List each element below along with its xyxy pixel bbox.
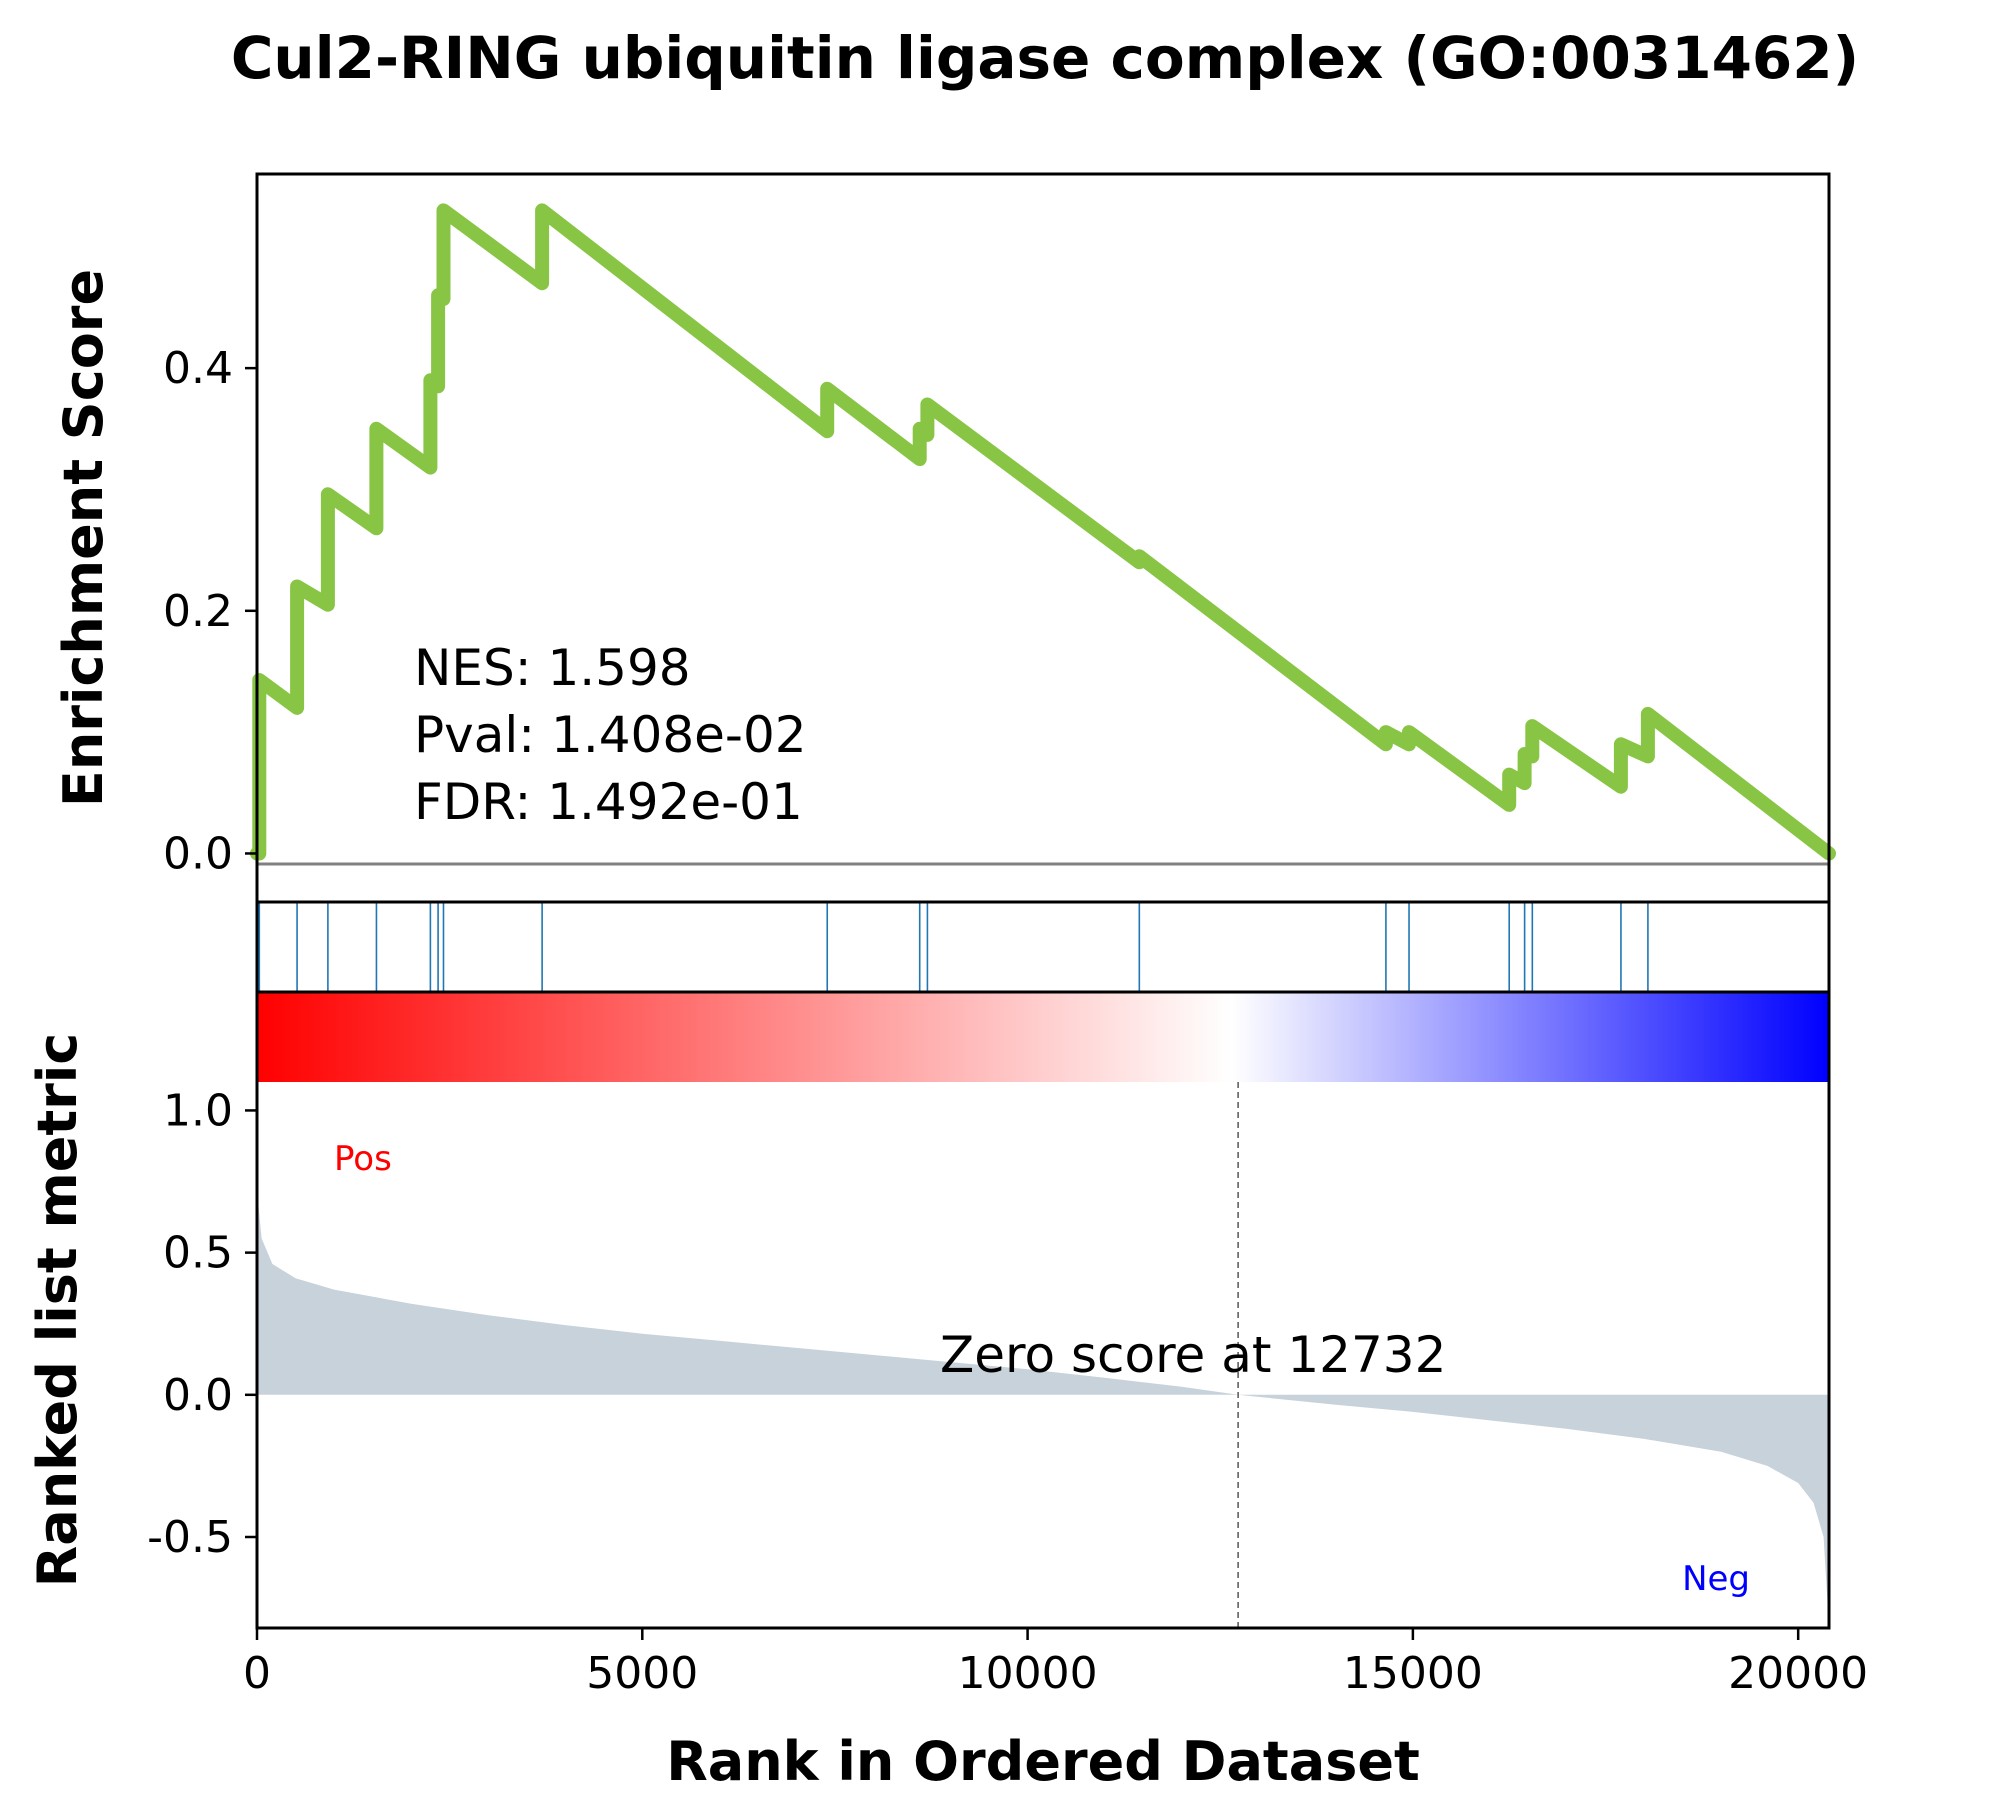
x-axis-label: Rank in Ordered Dataset — [666, 1730, 1420, 1793]
nes-stat: NES: 1.598 — [414, 639, 691, 697]
x-tick-label: 0 — [243, 1648, 271, 1699]
es-y-ticks: 0.0 0.2 0.4 — [163, 343, 257, 879]
pval-stat: Pval: 1.408e-02 — [414, 706, 807, 764]
zero-score-text: Zero score at 12732 — [940, 1326, 1446, 1384]
ranked-y-tick-label: -0.5 — [147, 1512, 233, 1563]
ranked-y-axis-label: Ranked list metric — [26, 1033, 89, 1588]
es-y-tick-label: 0.4 — [163, 343, 233, 394]
es-y-tick-label: 0.2 — [163, 586, 233, 637]
pos-label: Pos — [334, 1139, 392, 1179]
ranked-y-tick-label: 0.5 — [163, 1228, 233, 1279]
es-y-axis-label: Enrichment Score — [52, 269, 115, 807]
chart-title: Cul2-RING ubiquitin ligase complex (GO:0… — [231, 24, 1859, 92]
x-tick-label: 15000 — [1343, 1648, 1483, 1699]
fdr-stat: FDR: 1.492e-01 — [414, 773, 803, 831]
ranked-metric-area — [257, 1190, 1829, 1628]
x-tick-label: 5000 — [586, 1648, 698, 1699]
ranked-y-tick-label: 0.0 — [163, 1370, 233, 1421]
ranked-y-tick-label: 1.0 — [163, 1085, 233, 1136]
ranked-y-ticks: 1.0 0.5 0.0 -0.5 — [147, 1085, 257, 1563]
x-tick-label: 10000 — [958, 1648, 1098, 1699]
es-panel: 0.0 0.2 0.4 NES: 1.598 Pval: 1.408e-02 FDR… — [52, 172, 1836, 904]
hits-panel — [255, 900, 1831, 994]
rank-gradient-bar — [257, 992, 1829, 1082]
hit-lines — [258, 902, 1649, 992]
es-y-tick-label: 0.0 — [163, 828, 233, 879]
ranked-panel-frame — [255, 990, 1831, 1630]
ranked-panel: 1.0 0.5 0.0 -0.5 Zero score at 12732 Pos Ne… — [26, 990, 1831, 1630]
neg-label: Neg — [1682, 1559, 1750, 1599]
es-line — [250, 203, 1836, 861]
x-axis-ticks: 0 5000 10000 15000 20000 — [243, 1628, 1868, 1699]
hits-panel-frame — [255, 900, 1831, 994]
x-tick-label: 20000 — [1728, 1648, 1868, 1699]
